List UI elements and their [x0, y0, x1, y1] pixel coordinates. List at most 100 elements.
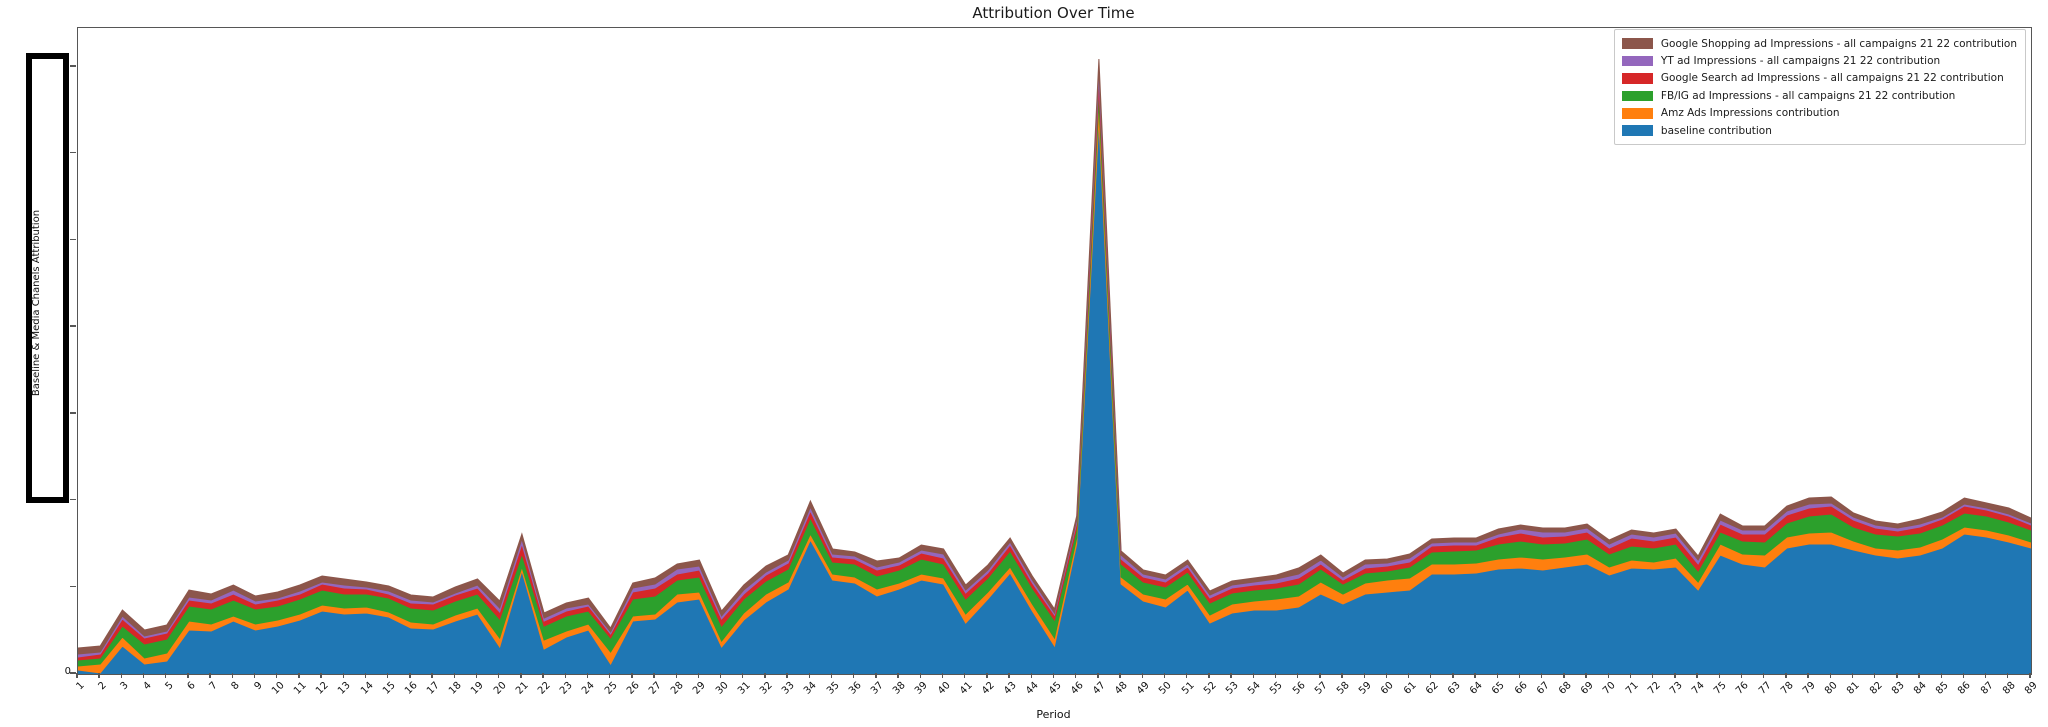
x-tick [1918, 673, 1920, 678]
stacked-area-chart [78, 58, 2031, 674]
legend-entry: baseline contribution [1621, 122, 2017, 139]
legend-label: YT ad Impressions - all campaigns 21 22 … [1660, 55, 1941, 68]
x-tick [1762, 673, 1765, 678]
x-tick [1430, 673, 1432, 678]
x-tick [1074, 673, 1077, 678]
x-tick [276, 673, 278, 678]
x-axis-label: Period [1036, 708, 1071, 721]
legend-label: Google Shopping ad Impressions - all cam… [1660, 37, 2017, 50]
x-tick [364, 673, 367, 678]
x-tick [1452, 673, 1454, 678]
legend-swatch-icon [1621, 38, 1653, 49]
x-tick [2007, 673, 2009, 678]
area-series-5 [78, 58, 2031, 655]
x-tick [1363, 673, 1365, 678]
x-tick [897, 673, 899, 678]
x-tick [1252, 673, 1254, 678]
x-tick [1097, 673, 1099, 678]
x-tick [1807, 673, 1809, 678]
x-tick [742, 673, 744, 678]
x-tick [120, 673, 123, 678]
x-tick [653, 673, 655, 678]
x-tick [453, 673, 455, 678]
x-tick [520, 673, 522, 678]
legend-entry: Amz Ads Impressions contribution [1621, 105, 2017, 122]
y-tick [70, 498, 76, 501]
x-tick [298, 673, 300, 678]
x-tick [409, 673, 411, 678]
legend-label: FB/IG ad Impressions - all campaigns 21 … [1660, 89, 1956, 102]
legend-label: Google Search ad Impressions - all campa… [1660, 72, 2004, 85]
x-tick [1940, 673, 1942, 678]
x-tick [697, 673, 700, 678]
x-tick [719, 673, 722, 678]
legend-swatch-icon [1621, 90, 1653, 102]
x-tick [1718, 673, 1720, 678]
x-tick [1230, 673, 1232, 678]
y-tick [70, 412, 76, 414]
x-tick [1607, 673, 1610, 678]
legend-label: baseline contribution [1660, 124, 1772, 137]
x-tick [431, 673, 433, 678]
x-tick [830, 673, 833, 678]
x-tick [1629, 673, 1632, 678]
x-tick [1141, 673, 1143, 678]
x-tick [808, 673, 811, 678]
x-tick [1785, 673, 1787, 678]
x-tick [1696, 673, 1698, 678]
x-tick [986, 673, 988, 678]
x-tick [342, 673, 344, 678]
x-tick [98, 673, 100, 678]
y-tick [70, 152, 76, 154]
x-tick [1585, 673, 1587, 678]
y-tick [70, 238, 76, 241]
x-tick [1984, 673, 1987, 678]
x-tick [1008, 673, 1010, 678]
x-tick [1274, 673, 1277, 678]
x-tick [564, 673, 566, 678]
legend-swatch-icon [1621, 73, 1653, 84]
x-tick [2029, 673, 2031, 678]
x-tick [1030, 673, 1032, 678]
x-tick [142, 673, 145, 678]
legend-label: Amz Ads Impressions contribution [1660, 107, 1840, 120]
x-tick [786, 673, 788, 678]
x-tick [320, 673, 322, 678]
legend-swatch-icon [1621, 55, 1653, 67]
x-tick [187, 673, 189, 678]
x-tick [209, 673, 211, 678]
y-tick [70, 65, 76, 67]
legend-swatch-icon [1621, 125, 1653, 136]
y-tick [70, 672, 76, 674]
x-tick [608, 673, 611, 678]
x-tick [1873, 673, 1876, 678]
x-tick [1119, 673, 1121, 678]
x-tick [1407, 673, 1410, 678]
x-tick [1896, 673, 1898, 678]
x-tick [542, 673, 544, 678]
x-tick [1341, 673, 1343, 678]
x-tick [853, 673, 855, 678]
x-tick [675, 673, 677, 678]
x-tick [586, 673, 589, 678]
legend: Google Shopping ad Impressions - all cam… [1613, 29, 2026, 146]
x-tick [475, 673, 478, 678]
x-tick [1541, 673, 1543, 678]
x-tick [1208, 673, 1210, 678]
x-tick [964, 673, 966, 678]
x-tick [875, 673, 877, 678]
x-tick [1163, 673, 1166, 678]
x-tick [76, 673, 78, 678]
legend-entry: Google Search ad Impressions - all campa… [1621, 70, 2017, 87]
x-tick [253, 673, 256, 678]
legend-entry: Google Shopping ad Impressions - all cam… [1621, 35, 2017, 52]
x-tick [1563, 673, 1565, 678]
y-axis-redaction-box [26, 53, 69, 503]
x-tick [387, 673, 389, 678]
legend-swatch-icon [1621, 108, 1653, 119]
x-tick [1829, 673, 1831, 678]
y-axis-label: Baseline & Media Chanels Attribution [31, 209, 42, 397]
chart-title: Attribution Over Time [972, 4, 1135, 22]
x-tick [941, 673, 944, 678]
x-tick [1962, 673, 1965, 678]
